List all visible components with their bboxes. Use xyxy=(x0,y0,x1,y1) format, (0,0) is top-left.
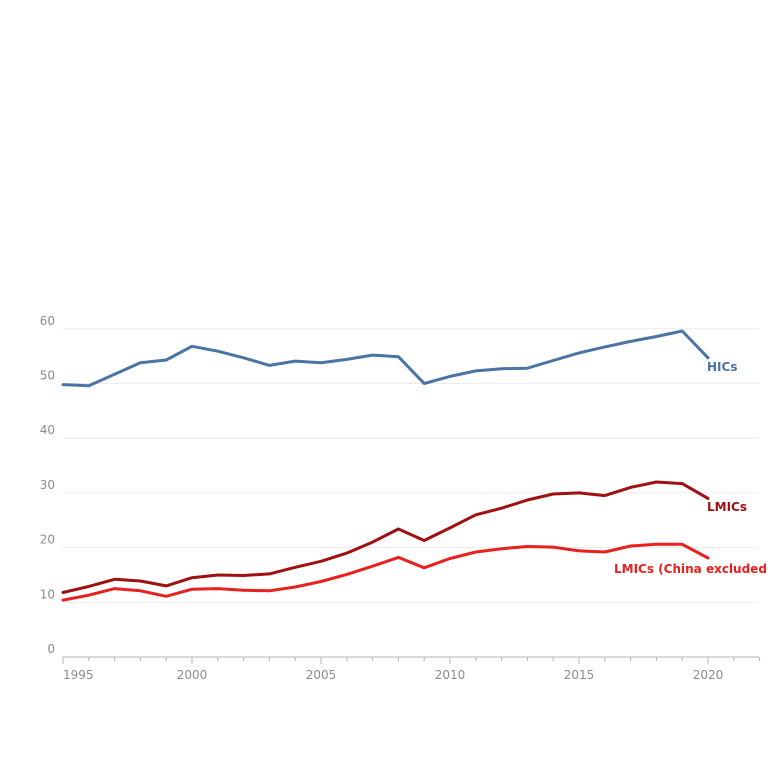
y-tick-label: 0 xyxy=(47,642,55,656)
y-tick-label: 60 xyxy=(40,314,55,328)
gridlines: 0 10 20 30 40 50 60 xyxy=(40,314,759,656)
x-tick-label: 2000 xyxy=(177,668,208,682)
x-tick-label: 2010 xyxy=(435,668,466,682)
series-lines xyxy=(61,329,710,602)
series-labels: HICs LMICs LMICs (China excluded) xyxy=(614,360,768,576)
x-axis: 1995 2000 2005 2010 2015 2020 xyxy=(62,656,761,682)
series-line-2 xyxy=(61,542,710,602)
y-tick-label: 30 xyxy=(40,478,55,492)
x-tick-label: 2015 xyxy=(564,668,595,682)
x-tick-label: 2005 xyxy=(306,668,337,682)
series-line-0 xyxy=(61,329,710,388)
series-label-2: LMICs (China excluded) xyxy=(614,562,768,576)
x-tick-label: 2020 xyxy=(693,668,724,682)
x-tick-label: 1995 xyxy=(63,668,94,682)
y-tick-label: 50 xyxy=(40,369,55,383)
y-tick-label: 40 xyxy=(40,423,55,437)
series-label-1: LMICs xyxy=(707,500,747,514)
series-label-0: HICs xyxy=(707,360,737,374)
series-line-1 xyxy=(61,480,710,594)
y-tick-label: 20 xyxy=(40,533,55,547)
y-tick-label: 10 xyxy=(40,587,55,601)
